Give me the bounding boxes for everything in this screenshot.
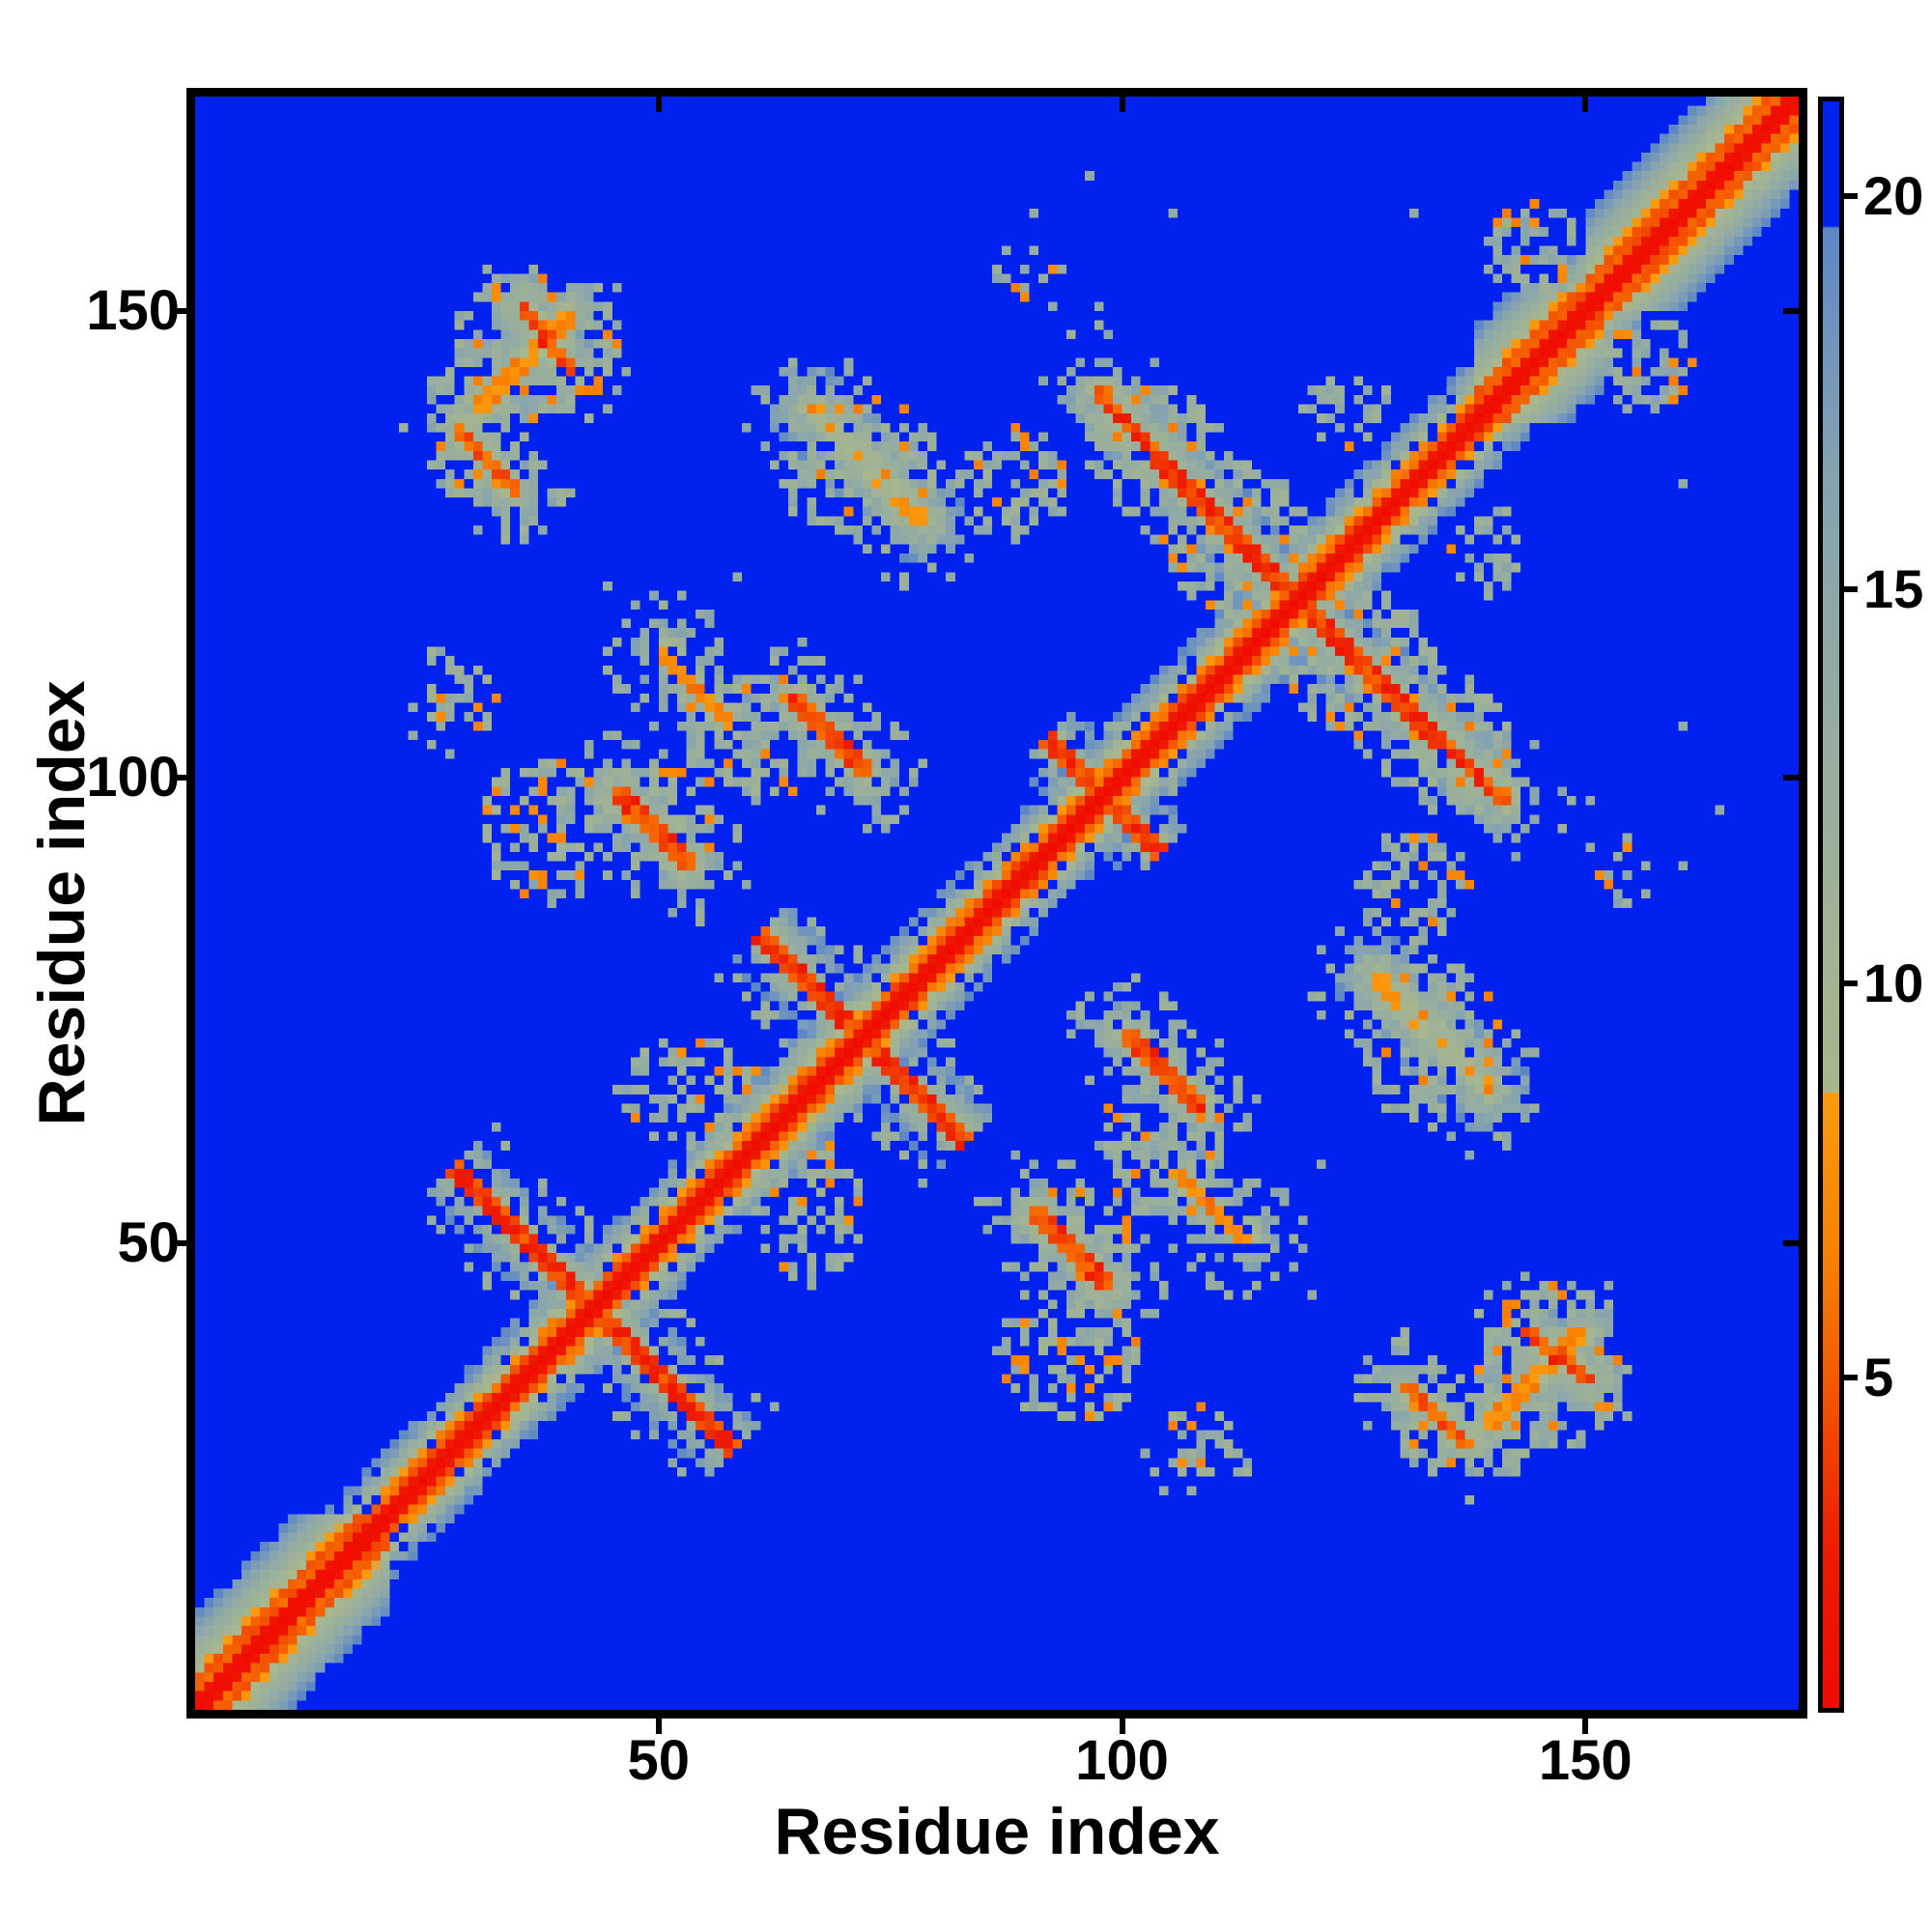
x-axis-tick-150 bbox=[1582, 1719, 1589, 1734]
y-axis-tick-label-50: 50 bbox=[117, 1211, 180, 1275]
x-axis-top-tick-50 bbox=[655, 97, 662, 112]
x-axis-tick-label-100: 100 bbox=[1075, 1729, 1169, 1792]
colorbar-frame bbox=[1818, 97, 1844, 1713]
y-axis-tick-label-100: 100 bbox=[86, 745, 180, 809]
y-axis-tick-50 bbox=[171, 1240, 186, 1247]
x-axis-tick-100 bbox=[1119, 1719, 1125, 1734]
x-axis-label: Residue index bbox=[774, 1795, 1220, 1868]
plot-frame bbox=[186, 88, 1807, 1719]
x-axis-tick-label-50: 50 bbox=[627, 1729, 691, 1792]
colorbar-tick-label-20: 20 bbox=[1863, 164, 1924, 226]
colorbar-tick-5 bbox=[1844, 1374, 1858, 1380]
y-axis-right-tick-150 bbox=[1783, 308, 1799, 315]
x-axis-tick-50 bbox=[655, 1719, 662, 1734]
y-axis-tick-100 bbox=[171, 774, 186, 781]
y-axis-tick-label-150: 150 bbox=[86, 279, 180, 343]
x-axis-top-tick-100 bbox=[1119, 97, 1125, 112]
y-axis-right-tick-100 bbox=[1783, 774, 1799, 781]
colorbar-tick-label-5: 5 bbox=[1863, 1346, 1894, 1407]
distance-matrix-heatmap bbox=[195, 97, 1799, 1710]
y-axis-right-tick-50 bbox=[1783, 1240, 1799, 1247]
colorbar-tick-label-15: 15 bbox=[1863, 558, 1924, 620]
x-axis-tick-label-150: 150 bbox=[1538, 1729, 1633, 1792]
x-axis-top-tick-150 bbox=[1582, 97, 1589, 112]
colorbar-tick-label-10: 10 bbox=[1863, 952, 1924, 1014]
colorbar-tick-20 bbox=[1844, 192, 1858, 199]
y-axis-label: Residue index bbox=[25, 680, 99, 1126]
colorbar-tick-15 bbox=[1844, 586, 1858, 593]
colorbar-gradient bbox=[1823, 101, 1839, 1708]
colorbar-tick-10 bbox=[1844, 980, 1858, 987]
y-axis-tick-150 bbox=[171, 308, 186, 315]
